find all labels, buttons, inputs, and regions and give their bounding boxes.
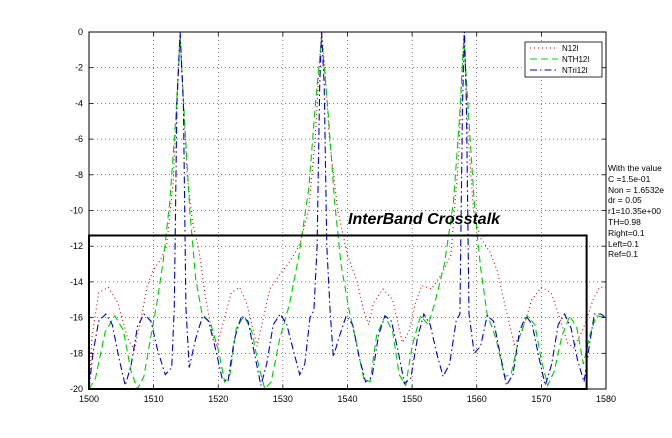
y-tick-label: -4 xyxy=(75,98,83,108)
y-tick-label: -8 xyxy=(75,170,83,180)
y-tick-label: -6 xyxy=(75,134,83,144)
legend-label: NTH12l xyxy=(562,55,589,64)
note-line: Ref=0.1 xyxy=(608,249,639,260)
note-line: Left=0.1 xyxy=(608,238,639,249)
legend-box xyxy=(524,41,603,78)
note-line: TH=0.98 xyxy=(608,216,641,227)
x-axis-ticks: 1500 1510 1520 1530 1540 1550 1560 1570 1580 xyxy=(79,32,616,404)
parameter-note: With the value C =1.5e-01 Non = 1.6532e … xyxy=(608,163,672,260)
chart-annotation: InterBand Crosstalk xyxy=(348,211,501,228)
note-line: With the value xyxy=(608,163,662,173)
y-tick-label: -2 xyxy=(75,63,83,73)
note-line: Right=0.1 xyxy=(608,227,645,238)
x-tick-label: 1530 xyxy=(273,394,293,404)
y-tick-label: -16 xyxy=(70,313,83,323)
x-tick-label: 1500 xyxy=(79,394,99,404)
y-tick-label: -20 xyxy=(70,384,83,394)
y-axis-ticks: 0 -2 -4 -6 -8 -10 -12 -14 -16 -18 -20 xyxy=(70,27,606,394)
series-line-n12l xyxy=(88,31,606,390)
highlight-box xyxy=(88,234,588,390)
note-line: r1=10.35e+00 xyxy=(608,206,661,217)
y-tick-label: -12 xyxy=(70,241,83,251)
x-tick-label: 1520 xyxy=(208,394,228,404)
note-line: C =1.5e-01 xyxy=(608,173,651,184)
x-tick-label: 1510 xyxy=(144,394,164,404)
x-tick-label: 1560 xyxy=(467,394,487,404)
series-line-nth12l xyxy=(88,37,607,391)
legend: N12l NTH12l NTri12l xyxy=(524,41,603,78)
legend-label: NTri12l xyxy=(562,66,588,75)
x-tick-label: 1580 xyxy=(596,394,616,404)
x-tick-label: 1540 xyxy=(337,394,357,404)
series-lines xyxy=(88,31,607,391)
y-tick-label: -14 xyxy=(70,277,83,287)
series-line-ntri12l xyxy=(88,31,607,390)
y-tick-label: -10 xyxy=(70,206,83,216)
note-line: dr = 0.05 xyxy=(608,195,642,206)
x-tick-label: 1570 xyxy=(531,394,551,404)
y-tick-label: -18 xyxy=(70,348,83,358)
y-tick-label: 0 xyxy=(78,27,83,37)
x-tick-label: 1550 xyxy=(402,394,422,404)
note-line: Non = 1.6532e xyxy=(608,184,665,195)
legend-label: N12l xyxy=(562,44,579,53)
